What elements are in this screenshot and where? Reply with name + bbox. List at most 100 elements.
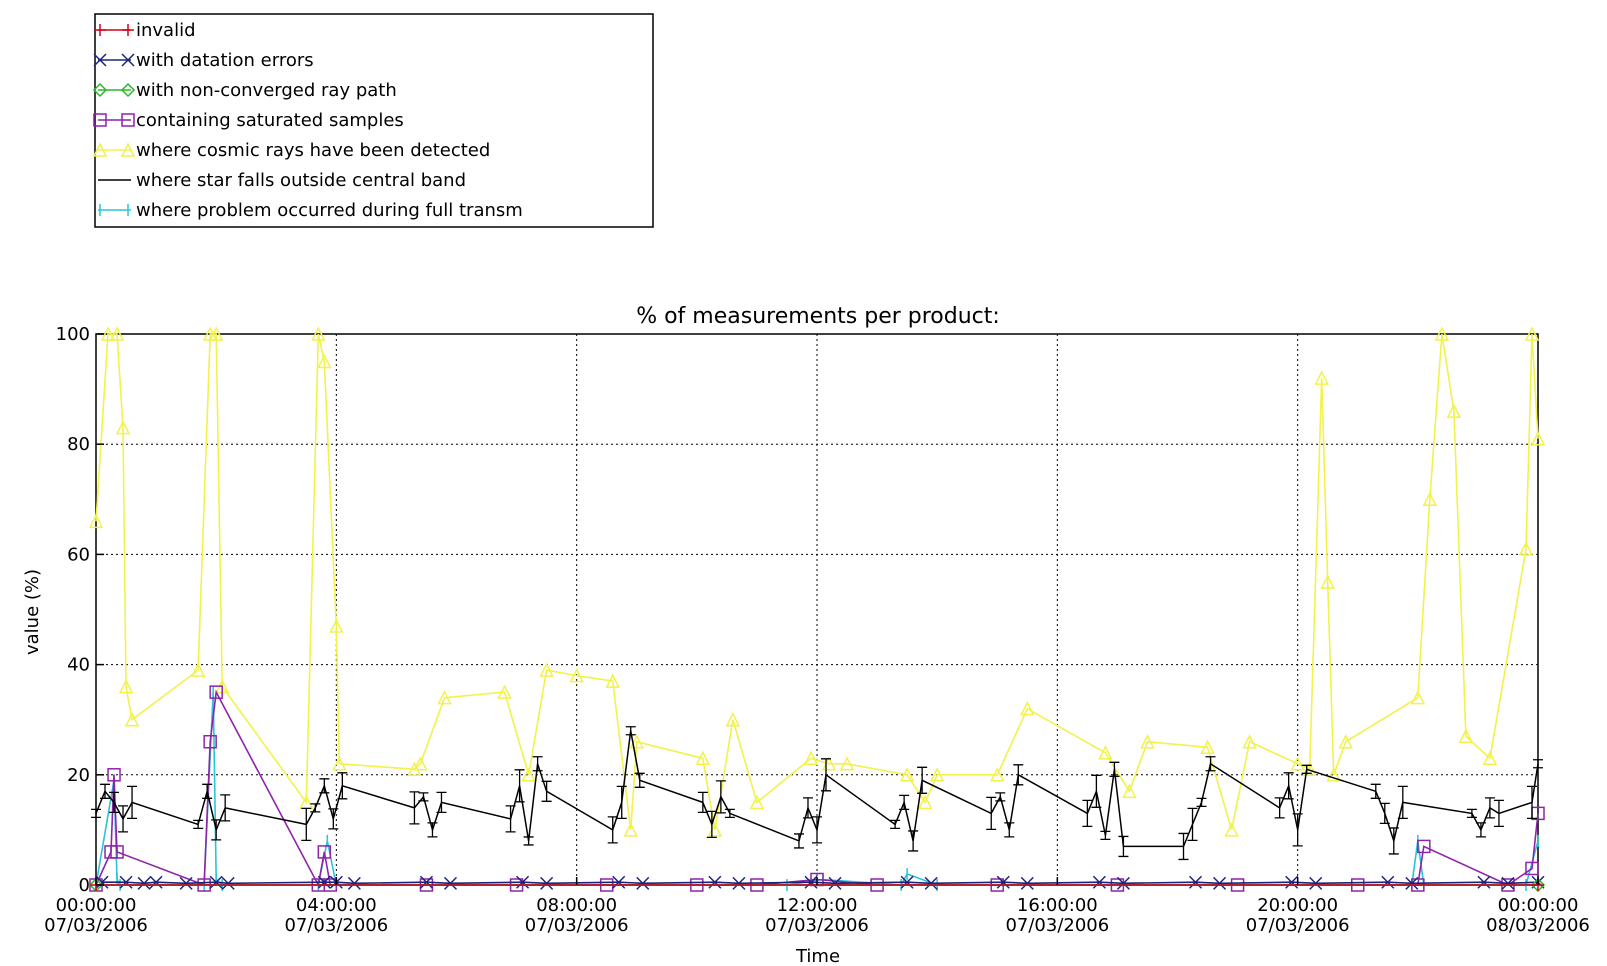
error-bar bbox=[1274, 797, 1285, 819]
x-tick-label-date: 07/03/2006 bbox=[765, 915, 869, 936]
x-tick-label-time: 20:00:00 bbox=[1257, 895, 1338, 916]
data-point bbox=[1477, 875, 1491, 889]
error-bar bbox=[127, 785, 138, 819]
data-point bbox=[1122, 783, 1137, 799]
data-point bbox=[636, 876, 650, 890]
data-point bbox=[1020, 876, 1034, 890]
error-bar bbox=[1292, 813, 1303, 847]
x-tick-label-date: 07/03/2006 bbox=[1246, 915, 1350, 936]
data-point bbox=[1446, 403, 1462, 418]
data-point bbox=[804, 875, 818, 889]
error-bar bbox=[118, 805, 129, 833]
y-tick-label: 20 bbox=[67, 765, 90, 786]
legend-label: invalid bbox=[136, 20, 196, 41]
data-point bbox=[100, 326, 116, 341]
error-bar bbox=[812, 816, 822, 844]
data-point bbox=[1326, 767, 1341, 782]
data-point bbox=[629, 734, 644, 749]
data-point bbox=[899, 767, 915, 782]
data-point bbox=[1309, 876, 1323, 890]
x-axis-label: Time bbox=[795, 946, 840, 966]
data-point bbox=[725, 712, 741, 727]
data-point bbox=[1417, 839, 1431, 854]
data-point bbox=[1092, 875, 1106, 889]
error-bar bbox=[436, 791, 447, 813]
legend-label: where problem occurred during full trans… bbox=[136, 200, 523, 221]
legend-swatch-marker bbox=[121, 113, 135, 127]
error-bar bbox=[986, 796, 997, 831]
data-point bbox=[1314, 370, 1329, 385]
data-point bbox=[88, 513, 104, 529]
data-point bbox=[119, 875, 133, 889]
data-point bbox=[115, 419, 131, 435]
error-bar bbox=[1301, 764, 1312, 774]
data-point bbox=[107, 768, 121, 782]
error-bar bbox=[211, 819, 222, 841]
data-point bbox=[623, 822, 638, 837]
data-point bbox=[917, 794, 933, 810]
data-point bbox=[1200, 739, 1215, 754]
series-1 bbox=[95, 875, 1545, 890]
data-point bbox=[521, 767, 536, 782]
error-bar bbox=[1109, 761, 1120, 777]
x-tick-label-date: 07/03/2006 bbox=[1005, 915, 1109, 936]
data-point bbox=[569, 667, 584, 683]
error-bar bbox=[1283, 772, 1294, 800]
series-line bbox=[95, 730, 1539, 848]
series-line bbox=[95, 333, 1539, 831]
error-bar bbox=[220, 794, 231, 822]
data-point bbox=[443, 876, 458, 890]
data-point bbox=[828, 876, 842, 890]
error-bar bbox=[1187, 807, 1198, 842]
error-bar bbox=[697, 791, 708, 813]
data-point bbox=[209, 685, 223, 699]
error-bar bbox=[532, 756, 543, 772]
error-bar bbox=[724, 808, 735, 819]
error-bar bbox=[1082, 799, 1093, 828]
error-bar bbox=[1484, 797, 1495, 819]
series-5 bbox=[91, 726, 1543, 861]
data-point bbox=[110, 845, 124, 859]
data-point bbox=[118, 678, 134, 694]
legend-item: where star falls outside central band bbox=[98, 170, 466, 191]
legend-label: with datation errors bbox=[136, 50, 314, 71]
y-tick-label: 60 bbox=[67, 544, 90, 565]
data-point bbox=[179, 876, 193, 890]
error-bar bbox=[1466, 808, 1477, 819]
error-bar bbox=[634, 772, 645, 788]
error-bar bbox=[514, 769, 525, 803]
error-bar bbox=[1100, 830, 1111, 841]
error-bar bbox=[1397, 785, 1408, 819]
legend-swatch-marker bbox=[122, 24, 134, 36]
data-point bbox=[190, 662, 206, 677]
data-point bbox=[1188, 875, 1203, 889]
legend-swatch-marker bbox=[120, 142, 136, 157]
error-bar bbox=[1370, 783, 1381, 799]
x-tick-label-time: 00:00:00 bbox=[1498, 895, 1579, 916]
data-point bbox=[1098, 745, 1113, 760]
data-point bbox=[839, 756, 855, 771]
error-bar bbox=[1178, 832, 1189, 861]
data-point bbox=[1338, 734, 1353, 749]
legend-swatch-marker bbox=[121, 53, 135, 67]
legend-label: with non-converged ray path bbox=[136, 80, 397, 101]
x-tick-label-date: 07/03/2006 bbox=[44, 915, 148, 936]
data-point bbox=[732, 876, 746, 890]
legend-label: where star falls outside central band bbox=[136, 170, 466, 191]
error-bar bbox=[541, 780, 552, 802]
legend-swatch-marker bbox=[93, 113, 107, 127]
legend-item: with non-converged ray path bbox=[92, 80, 397, 101]
error-bar bbox=[91, 808, 101, 819]
error-bar bbox=[109, 791, 120, 813]
legend-swatch-marker bbox=[94, 24, 106, 36]
data-point bbox=[95, 875, 109, 889]
data-point bbox=[1285, 875, 1299, 889]
data-point bbox=[516, 875, 530, 889]
error-bar bbox=[1475, 822, 1486, 838]
data-point bbox=[612, 875, 626, 889]
error-bar bbox=[1526, 785, 1537, 819]
error-bar bbox=[1004, 822, 1015, 838]
x-tick-label-time: 08:00:00 bbox=[536, 895, 617, 916]
data-point bbox=[347, 876, 361, 890]
